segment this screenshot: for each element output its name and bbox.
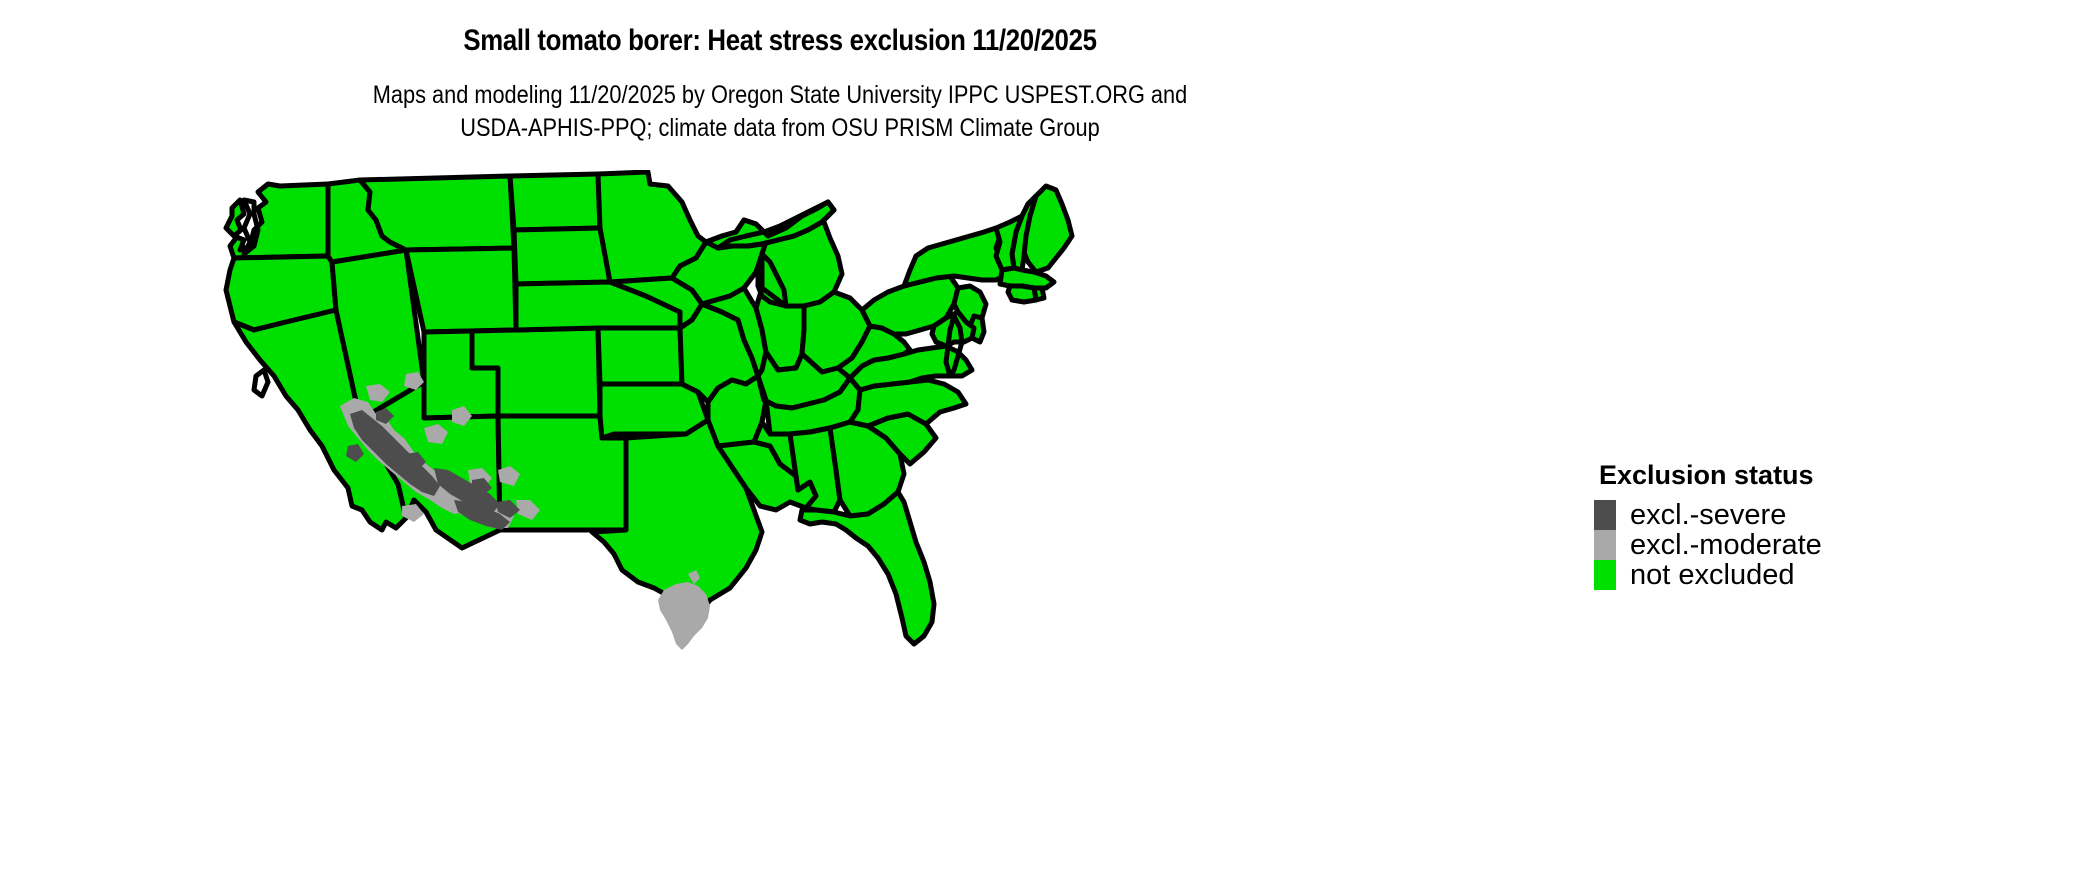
legend-swatch-excl-severe [1594,500,1616,530]
legend-item-not-excluded[interactable]: not excluded [1594,560,2014,590]
state-south-dakota [511,225,613,287]
exclusion-overlay-layer [340,372,710,650]
page-subtitle: Maps and modeling 11/20/2025 by Oregon S… [101,79,1458,145]
legend: Exclusion status excl.-severe excl.-mode… [1594,462,2014,590]
state-montana [357,173,517,253]
state-west-virginia [835,323,913,381]
state-kansas [595,325,685,387]
state-north-dakota [507,171,603,233]
san-francisco-bay-outline [251,367,271,399]
lake-superior-outline [715,199,837,251]
legend-title: Exclusion status [1599,460,1814,490]
exclusion-severe-southwest [346,408,520,530]
puget-sound-outline [241,197,261,257]
inland-water-outline-layer [241,197,965,399]
legend-label-not-excluded: not excluded [1630,559,1795,591]
state-vermont [993,213,1025,273]
state-florida [797,489,937,647]
page-title: Small tomato borer: Heat stress exclusio… [463,24,1097,57]
legend-items: excl.-severe excl.-moderate not excluded [1594,500,2014,590]
state-washington [223,181,331,261]
legend-swatch-not-excluded [1594,560,1616,590]
subtitle-line-2: USDA-APHIS-PPQ; climate data from OSU PR… [460,114,1100,142]
exclusion-moderate-south-texas [658,570,710,650]
state-connecticut [1005,283,1039,305]
state-wyoming [403,245,519,335]
legend-item-excl-moderate[interactable]: excl.-moderate [1594,530,2014,560]
us-choropleth-map [210,170,1570,890]
legend-label-excl-severe: excl.-severe [1630,499,1787,531]
lake-michigan-outline [755,251,789,309]
chesapeake-bay-outline [943,313,965,379]
legend-label-excl-moderate: excl.-moderate [1630,529,1822,561]
legend-item-excl-severe[interactable]: excl.-severe [1594,500,2014,530]
title-block: Small tomato borer: Heat stress exclusio… [0,0,1560,145]
us-map-svg [223,170,1075,650]
subtitle-line-1: Maps and modeling 11/20/2025 by Oregon S… [372,81,1188,109]
legend-swatch-excl-moderate [1594,530,1616,560]
